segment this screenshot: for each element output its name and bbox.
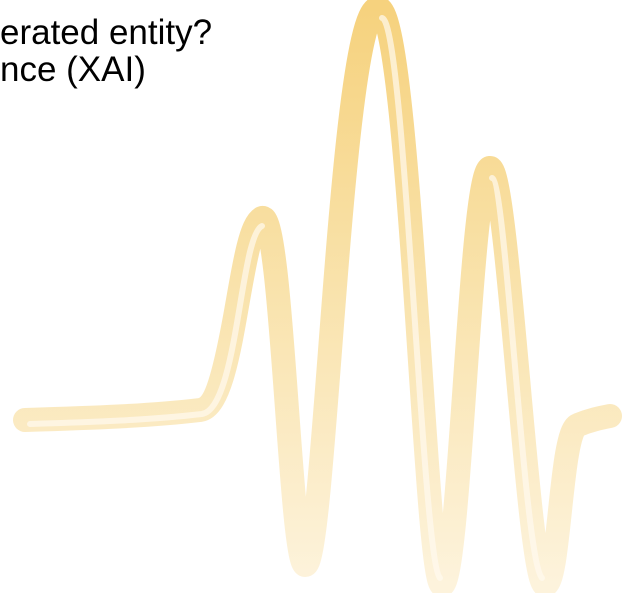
text-line: erated entity? <box>0 14 212 51</box>
wave <box>25 8 610 585</box>
slide: {"lines": ["erated entity?", "nce (XAI)"… <box>0 0 623 593</box>
text-line: nce (XAI) <box>0 51 146 88</box>
